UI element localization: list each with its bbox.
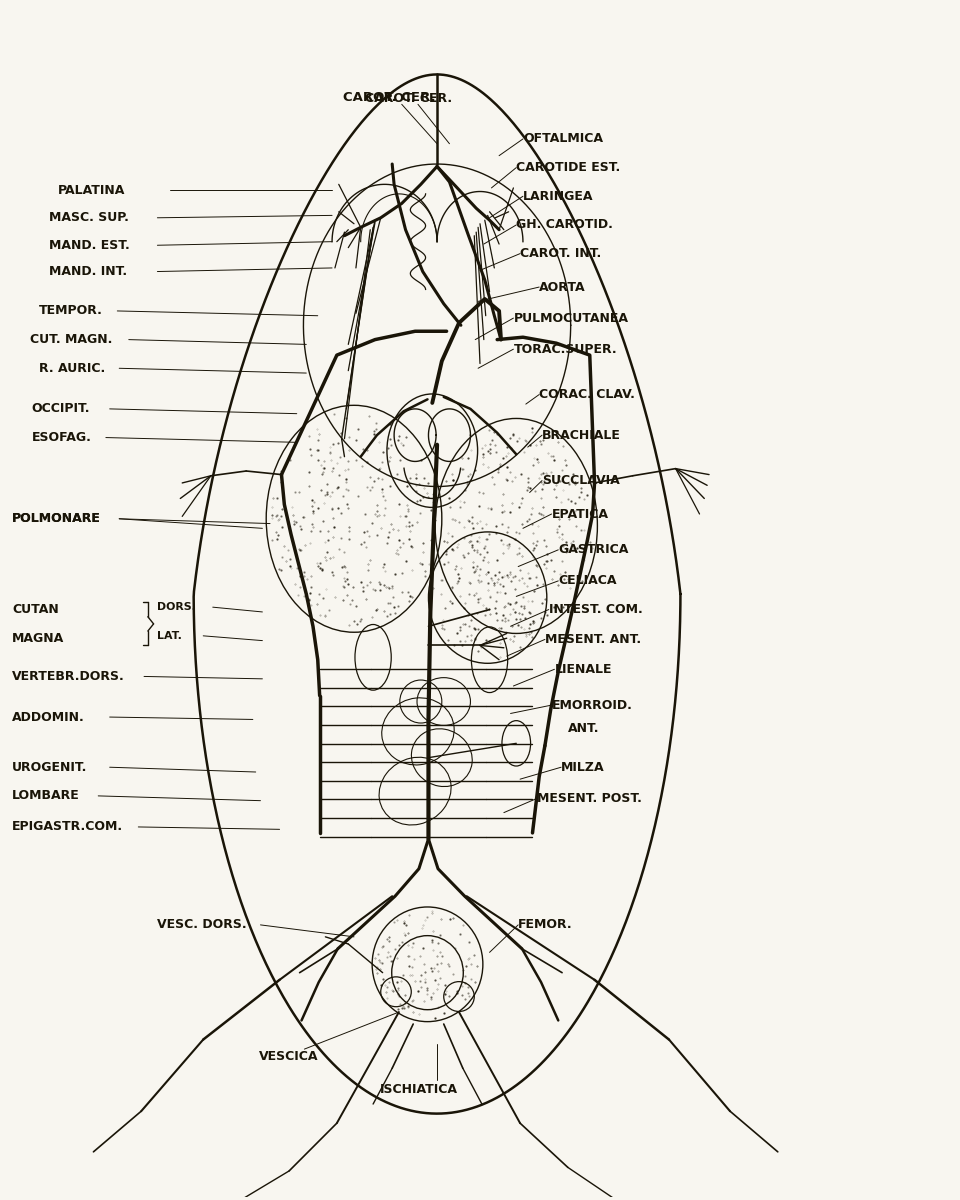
Text: R. AURIC.: R. AURIC.	[39, 361, 106, 374]
Text: MAND. EST.: MAND. EST.	[49, 239, 130, 252]
Text: LAT.: LAT.	[157, 631, 182, 641]
Text: ADDOMIN.: ADDOMIN.	[12, 710, 85, 724]
Text: EPIGASTR.COM.: EPIGASTR.COM.	[12, 821, 124, 834]
Text: MESENT. POST.: MESENT. POST.	[538, 792, 642, 805]
Text: UROGENIT.: UROGENIT.	[12, 761, 87, 774]
Text: BRACHIALE: BRACHIALE	[542, 428, 621, 442]
Text: MAGNA: MAGNA	[12, 631, 64, 644]
Text: GASTRICA: GASTRICA	[559, 544, 629, 557]
Text: MILZA: MILZA	[562, 761, 605, 774]
Text: CUT. MAGN.: CUT. MAGN.	[30, 334, 112, 346]
Text: PALATINA: PALATINA	[59, 184, 126, 197]
Text: CAROTIDE EST.: CAROTIDE EST.	[516, 161, 620, 174]
Text: CAROT. CER.: CAROT. CER.	[366, 92, 452, 104]
Text: LARINGEA: LARINGEA	[523, 190, 593, 203]
Text: POLMONARE: POLMONARE	[12, 512, 101, 526]
Text: TORAC.SUPER.: TORAC.SUPER.	[514, 343, 617, 355]
Text: DORS.: DORS.	[157, 602, 196, 612]
Text: ESOFAG.: ESOFAG.	[32, 431, 91, 444]
Text: PULMOCUTANEA: PULMOCUTANEA	[514, 312, 629, 325]
Text: MAND. INT.: MAND. INT.	[49, 265, 127, 278]
Text: VESC. DORS.: VESC. DORS.	[157, 918, 247, 931]
Text: POLMONARE: POLMONARE	[12, 512, 101, 526]
Text: TEMPOR.: TEMPOR.	[39, 305, 103, 318]
Text: OFTALMICA: OFTALMICA	[523, 132, 603, 145]
Text: EPATICA: EPATICA	[552, 508, 609, 521]
Text: CAROT. INT.: CAROT. INT.	[520, 247, 601, 260]
Text: OCCIPIT.: OCCIPIT.	[32, 402, 90, 415]
Text: SUCCLAVIA: SUCCLAVIA	[542, 474, 620, 487]
Text: CELIACA: CELIACA	[559, 575, 616, 587]
Text: CORAC. CLAV.: CORAC. CLAV.	[540, 388, 636, 401]
Text: LOMBARE: LOMBARE	[12, 790, 80, 803]
Text: GH. CAROTID.: GH. CAROTID.	[516, 218, 613, 232]
Text: MASC. SUP.: MASC. SUP.	[49, 211, 129, 224]
Text: VESCICA: VESCICA	[258, 1050, 318, 1063]
Text: FEMOR.: FEMOR.	[518, 918, 573, 931]
Text: CAROT. CER.: CAROT. CER.	[343, 91, 435, 103]
Text: MESENT. ANT.: MESENT. ANT.	[545, 632, 641, 646]
Text: AORTA: AORTA	[540, 281, 586, 294]
Text: ISCHIATICA: ISCHIATICA	[380, 1084, 458, 1097]
Text: LIENALE: LIENALE	[555, 662, 612, 676]
Text: INTEST. COM.: INTEST. COM.	[549, 604, 642, 616]
Text: ANT.: ANT.	[567, 722, 599, 736]
Text: CUTAN: CUTAN	[12, 604, 60, 616]
Text: EMORROID.: EMORROID.	[552, 698, 633, 712]
Text: VERTEBR.DORS.: VERTEBR.DORS.	[12, 670, 125, 683]
